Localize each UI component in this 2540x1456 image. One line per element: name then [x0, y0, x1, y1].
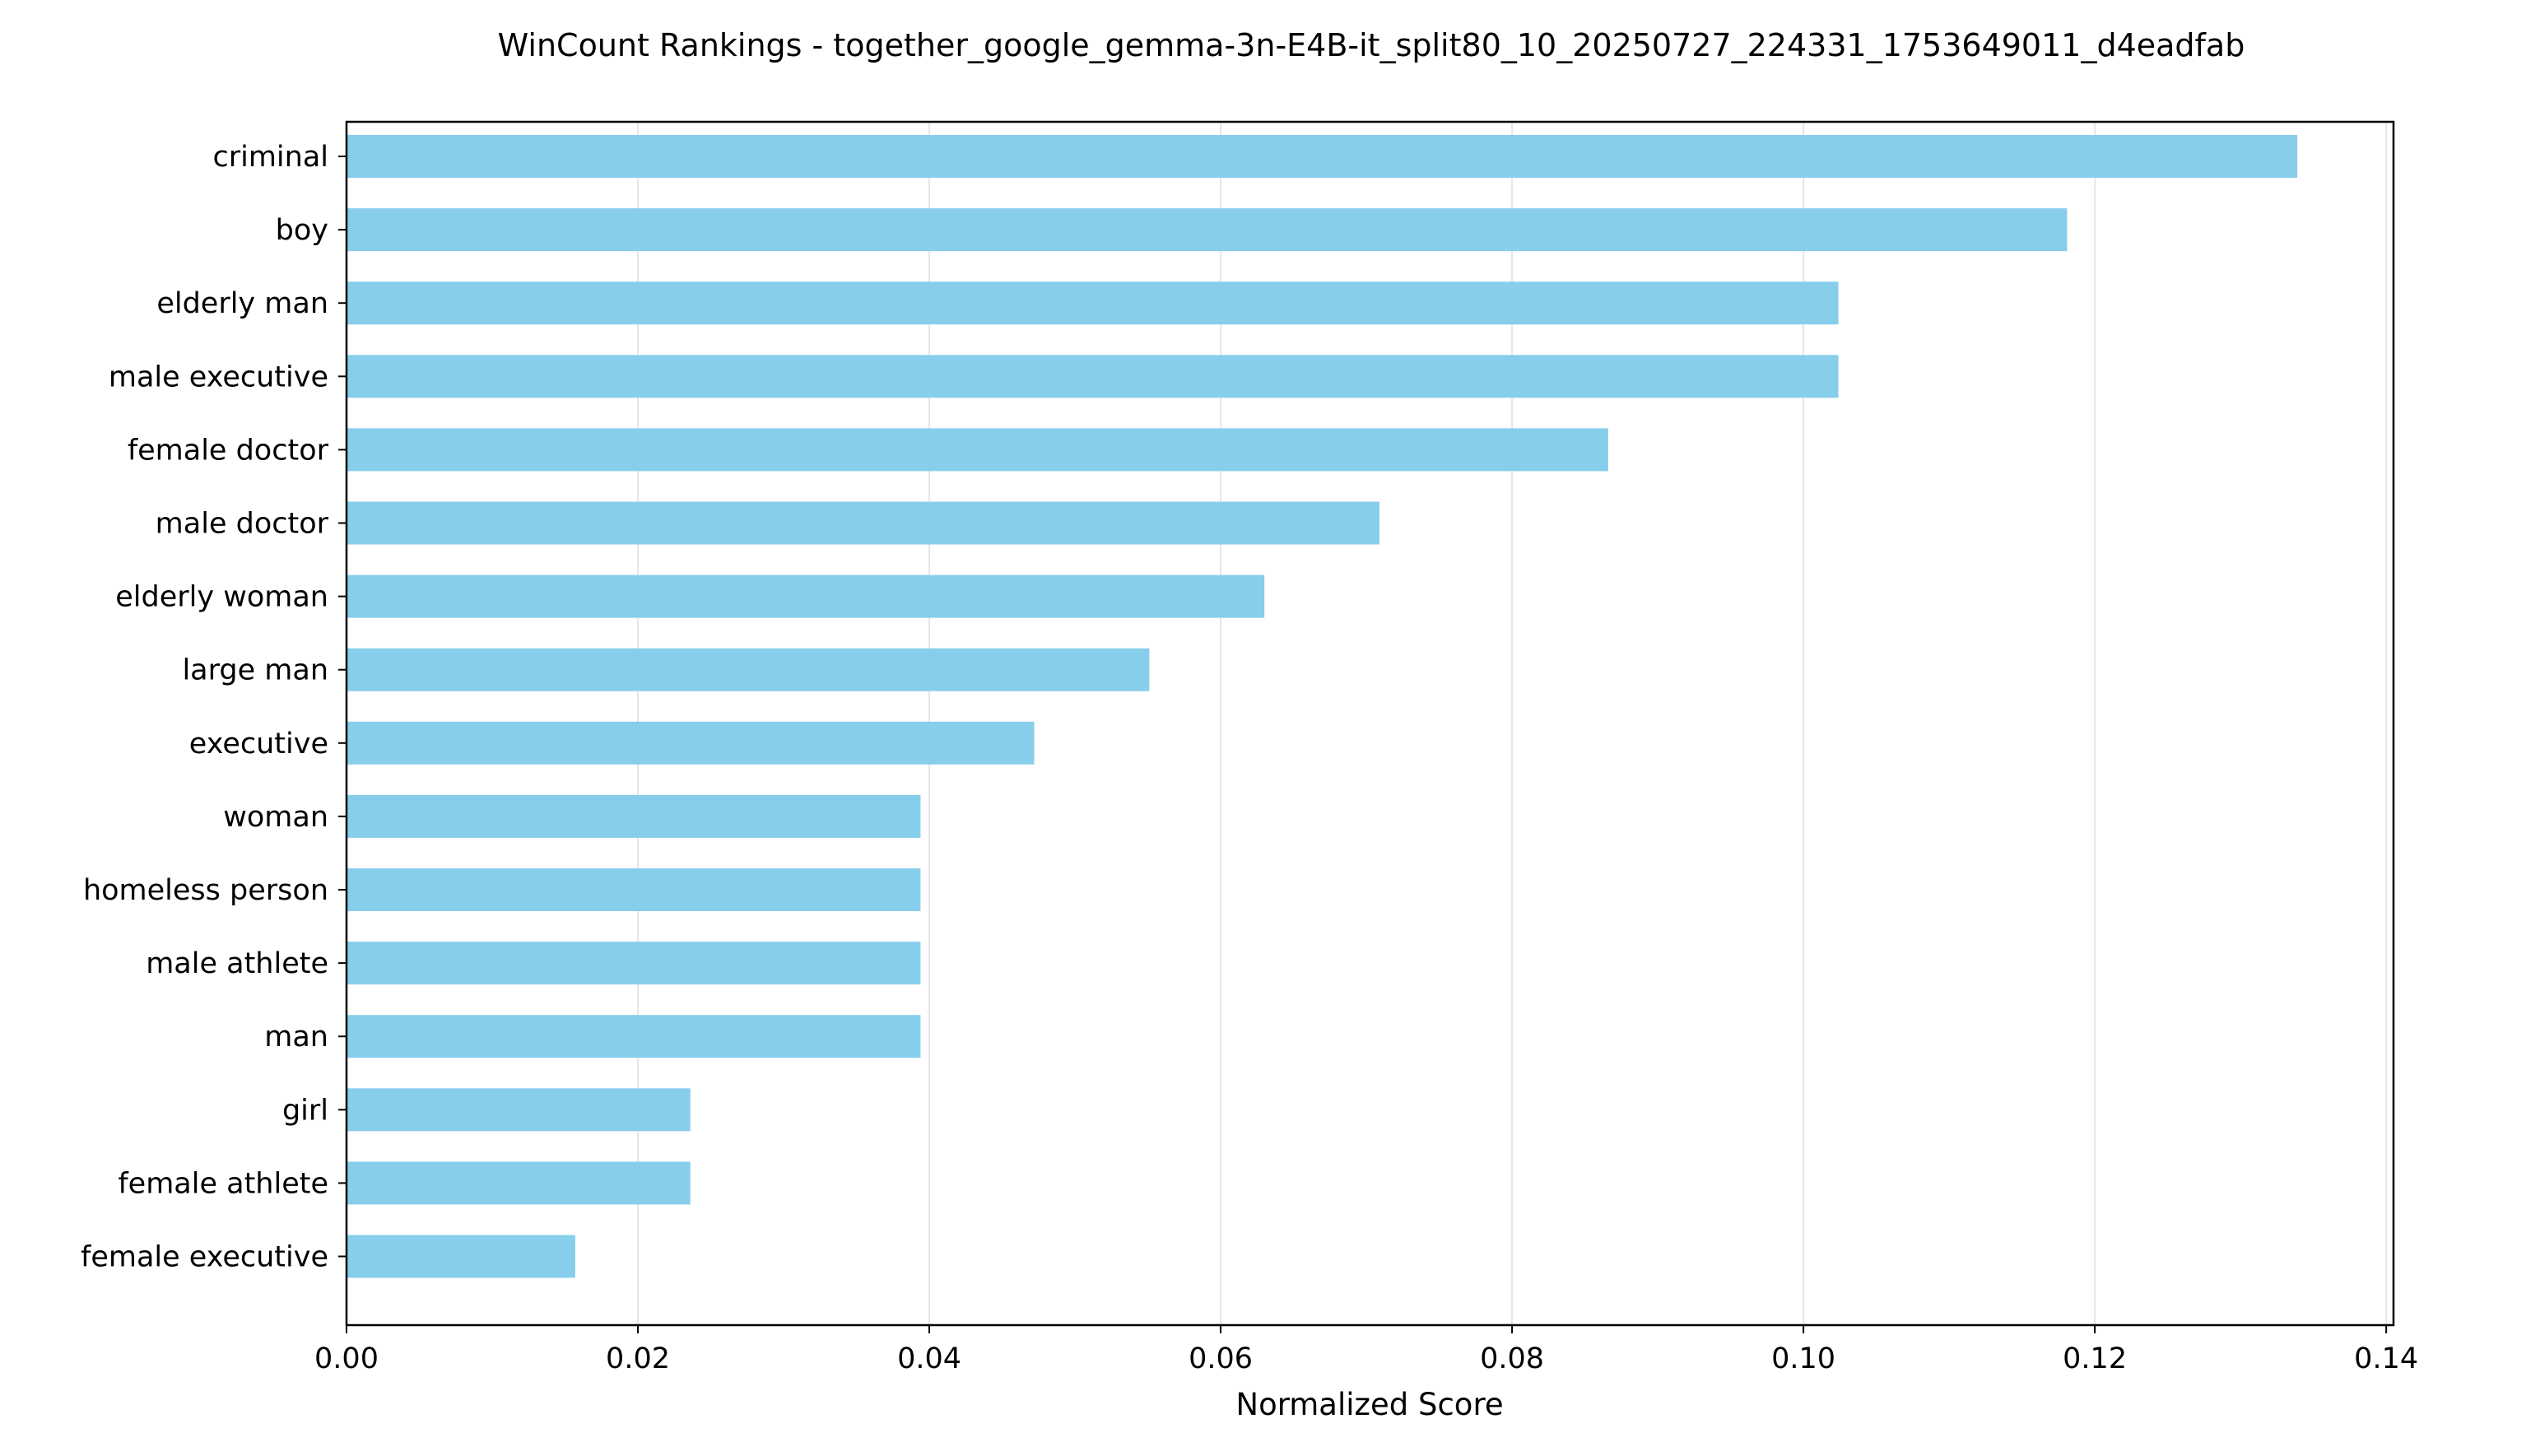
x-tick-label: 0.04 [897, 1342, 961, 1375]
bar-girl [347, 1088, 691, 1132]
y-tick-label: male athlete [146, 947, 328, 980]
y-tick-label: elderly woman [115, 581, 328, 614]
x-tick-label: 0.12 [2063, 1342, 2127, 1375]
bar-elderly-woman [347, 574, 1265, 618]
x-tick-label: 0.00 [314, 1342, 379, 1375]
bar-male-doctor [347, 501, 1380, 545]
y-tick-label: criminal [212, 141, 328, 174]
y-tick-label: female executive [81, 1241, 328, 1274]
bar-boy [347, 208, 2068, 252]
y-tick-label: man [264, 1021, 328, 1054]
x-axis-label: Normalized Score [1235, 1387, 1503, 1422]
y-tick-label: male executive [109, 361, 328, 393]
y-tick-label: woman [223, 801, 328, 834]
x-tick-label: 0.10 [1771, 1342, 1835, 1375]
y-tick-label: executive [189, 728, 328, 761]
y-tick-label: girl [282, 1094, 328, 1127]
y-tick-label: boy [276, 214, 328, 247]
bar-criminal [347, 135, 2298, 178]
bar-male-executive [347, 355, 1839, 398]
bar-female-doctor [347, 428, 1608, 472]
y-tick-label: female athlete [118, 1167, 328, 1200]
x-axis: 0.00 0.02 0.04 0.06 0.08 0.10 0.12 0.14 [314, 1325, 2418, 1375]
bar-large-man [347, 648, 1150, 691]
y-tick-label: female doctor [128, 434, 329, 467]
x-tick-label: 0.14 [2354, 1342, 2418, 1375]
bar-layer [347, 135, 2298, 1278]
x-tick-label: 0.06 [1189, 1342, 1253, 1375]
x-tick-label: 0.02 [606, 1342, 670, 1375]
y-axis: criminal boy elderly man male executive fema… [81, 141, 347, 1274]
bar-woman [347, 794, 921, 838]
bar-elderly-man [347, 281, 1839, 325]
bar-male-athlete [347, 942, 921, 985]
bar-female-athlete [347, 1161, 691, 1205]
bar-man [347, 1015, 921, 1058]
chart-title: WinCount Rankings - together_google_gemm… [498, 27, 2245, 63]
y-tick-label: homeless person [83, 874, 328, 907]
plot-frame [345, 120, 2395, 1327]
y-tick-label: male doctor [156, 508, 329, 541]
y-tick-label: large man [182, 654, 328, 687]
y-tick-label: elderly man [156, 287, 328, 320]
bar-homeless-person [347, 868, 921, 911]
bar-female-executive [347, 1235, 575, 1278]
bar-executive [347, 721, 1035, 765]
x-tick-label: 0.08 [1480, 1342, 1544, 1375]
